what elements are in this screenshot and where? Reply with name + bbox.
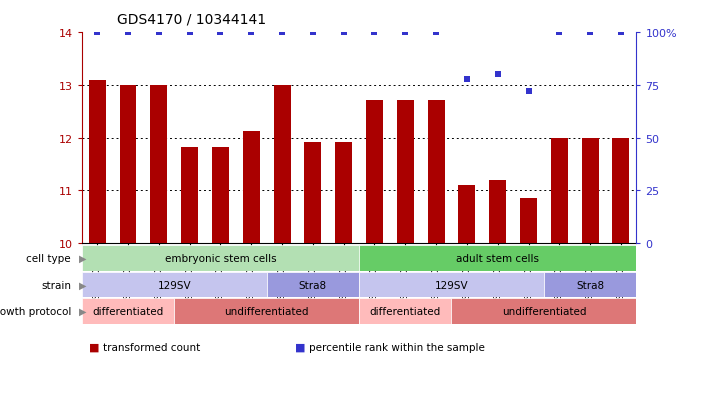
Bar — [335, 142, 352, 244]
Text: 129SV: 129SV — [434, 280, 469, 290]
Text: growth protocol: growth protocol — [0, 306, 71, 316]
Bar — [366, 100, 383, 244]
Bar — [397, 100, 414, 244]
Bar — [82, 246, 359, 271]
Bar — [82, 299, 174, 324]
Text: ■: ■ — [295, 342, 306, 352]
Text: ▶: ▶ — [79, 254, 87, 263]
Text: 129SV: 129SV — [157, 280, 191, 290]
Bar — [544, 272, 636, 298]
Bar — [359, 272, 544, 298]
Bar — [304, 142, 321, 244]
Bar — [551, 138, 568, 244]
Text: differentiated: differentiated — [370, 306, 441, 316]
Text: strain: strain — [41, 280, 71, 290]
Bar — [520, 199, 537, 244]
Bar — [212, 148, 229, 244]
Bar — [359, 299, 451, 324]
Bar — [359, 246, 636, 271]
Text: ■: ■ — [89, 342, 100, 352]
Bar — [582, 138, 599, 244]
Text: transformed count: transformed count — [103, 342, 201, 352]
Bar — [427, 100, 444, 244]
Bar — [181, 148, 198, 244]
Bar — [150, 86, 167, 244]
Bar — [89, 81, 106, 244]
Bar — [119, 86, 137, 244]
Bar — [82, 272, 267, 298]
Bar — [451, 299, 636, 324]
Text: percentile rank within the sample: percentile rank within the sample — [309, 342, 485, 352]
Text: GDS4170 / 10344141: GDS4170 / 10344141 — [117, 12, 267, 26]
Text: undifferentiated: undifferentiated — [225, 306, 309, 316]
Bar — [242, 132, 260, 244]
Text: ▶: ▶ — [79, 306, 87, 316]
Text: adult stem cells: adult stem cells — [456, 254, 539, 263]
Text: ▶: ▶ — [79, 280, 87, 290]
Bar — [267, 272, 359, 298]
Bar — [459, 186, 476, 244]
Text: Stra8: Stra8 — [299, 280, 327, 290]
Text: cell type: cell type — [26, 254, 71, 263]
Bar — [174, 299, 359, 324]
Text: undifferentiated: undifferentiated — [502, 306, 586, 316]
Text: differentiated: differentiated — [92, 306, 164, 316]
Text: Stra8: Stra8 — [576, 280, 604, 290]
Bar — [489, 180, 506, 244]
Text: embryonic stem cells: embryonic stem cells — [165, 254, 276, 263]
Bar — [274, 86, 291, 244]
Bar — [612, 138, 629, 244]
